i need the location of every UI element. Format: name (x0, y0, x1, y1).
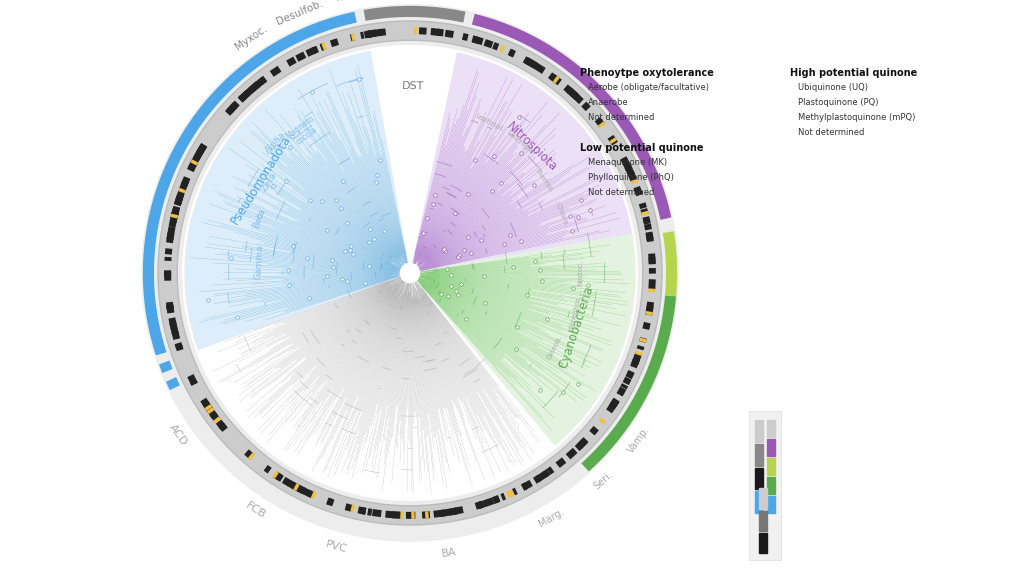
Bar (755, 491, 763, 513)
Text: Not determined: Not determined (798, 128, 864, 137)
Text: Cyanobacteria: Cyanobacteria (557, 284, 596, 370)
Text: Chloro.: Chloro. (555, 202, 569, 227)
Text: Phenoytpe oxytolerance: Phenoytpe oxytolerance (580, 68, 714, 78)
Bar (759, 489, 767, 509)
Text: Not determined: Not determined (588, 113, 654, 122)
Text: Plastoquinone (PQ): Plastoquinone (PQ) (798, 98, 879, 107)
Bar (759, 533, 767, 553)
Text: Alpha: Alpha (263, 131, 288, 155)
Text: PVC: PVC (325, 539, 349, 554)
FancyBboxPatch shape (749, 411, 781, 560)
Text: Magneto
coccla: Magneto coccla (284, 113, 323, 149)
Text: Desulfob.: Desulfob. (274, 0, 325, 26)
Text: Marg.: Marg. (538, 507, 566, 529)
Polygon shape (141, 4, 679, 542)
Polygon shape (410, 234, 636, 446)
Text: Gloeob.: Gloeob. (547, 334, 564, 360)
Text: Leptospi.: Leptospi. (475, 112, 506, 132)
Text: DST: DST (402, 81, 425, 91)
Text: Nitrospiota: Nitrospiota (504, 120, 559, 174)
Text: BA: BA (441, 547, 458, 559)
Text: Ubiquinone (UQ): Ubiquinone (UQ) (798, 83, 868, 92)
Text: Not determined: Not determined (588, 188, 654, 197)
Bar (767, 420, 775, 437)
Polygon shape (184, 51, 410, 350)
Bar (755, 444, 763, 465)
Text: Vamp.: Vamp. (626, 424, 652, 455)
Bar (767, 439, 775, 456)
Text: Pseudomonadota: Pseudomonadota (228, 134, 294, 227)
Text: Gamma: Gamma (254, 245, 265, 280)
Bar (767, 477, 775, 494)
Text: Synechoc.: Synechoc. (569, 293, 583, 329)
Polygon shape (410, 52, 632, 273)
Text: Lautropia: Lautropia (505, 129, 535, 155)
Bar (767, 496, 775, 513)
Bar (767, 458, 775, 475)
Text: Beta: Beta (251, 207, 266, 229)
Text: Anaerobe: Anaerobe (588, 98, 629, 107)
Text: Myxoc.: Myxoc. (233, 24, 269, 53)
Text: Phylloquinone (PhQ): Phylloquinone (PhQ) (588, 173, 674, 182)
Circle shape (400, 264, 420, 282)
Text: Aerobe (obligate/facultative): Aerobe (obligate/facultative) (588, 83, 709, 92)
Bar (759, 511, 767, 531)
Text: Nitrospin.: Nitrospin. (335, 0, 386, 3)
Text: Low potential quinone: Low potential quinone (580, 143, 703, 153)
Text: Nostoc.: Nostoc. (578, 260, 584, 286)
Bar (755, 468, 763, 489)
Text: Methylplastoquinone (mPQ): Methylplastoquinone (mPQ) (798, 113, 915, 122)
Text: Menaquinone (MK): Menaquinone (MK) (588, 158, 667, 167)
Text: Thermo.: Thermo. (532, 166, 554, 193)
Text: ACD: ACD (167, 423, 188, 448)
Text: High potential quinone: High potential quinone (790, 68, 918, 78)
Text: FCB: FCB (244, 500, 267, 521)
Bar (755, 420, 763, 442)
Text: Seri.: Seri. (592, 469, 614, 491)
Text: Zeta: Zeta (260, 170, 279, 193)
